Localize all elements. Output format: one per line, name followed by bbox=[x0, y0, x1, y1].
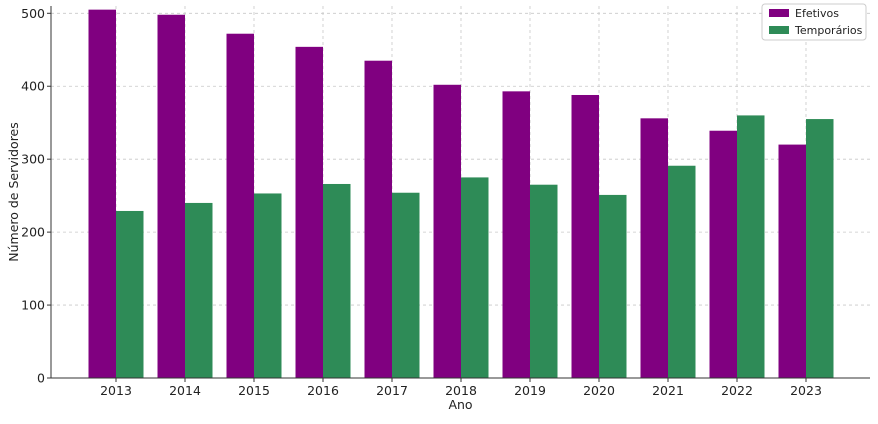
x-tick-label: 2023 bbox=[790, 383, 822, 398]
legend-swatch-temporarios bbox=[769, 26, 789, 34]
x-tick-label: 2020 bbox=[583, 383, 615, 398]
bar-efetivos-2022 bbox=[709, 130, 737, 378]
bar-efetivos-2019 bbox=[502, 91, 530, 378]
y-tick-label: 0 bbox=[37, 371, 45, 386]
legend-swatch-efetivos bbox=[769, 9, 789, 17]
bars bbox=[88, 9, 834, 379]
legend-label-efetivos: Efetivos bbox=[795, 7, 839, 20]
bar-temporarios-2013 bbox=[116, 210, 144, 378]
bar-temporarios-2022 bbox=[737, 115, 765, 378]
axes: 0 100 200 300 400 500 2013 2014 2015 2016 2017 2018… bbox=[21, 6, 870, 398]
x-tick-label: 2017 bbox=[376, 383, 408, 398]
bar-temporarios-2018 bbox=[461, 177, 489, 378]
bar-efetivos-2017 bbox=[364, 60, 392, 379]
bar-temporarios-2014 bbox=[185, 202, 213, 378]
bar-efetivos-2021 bbox=[640, 118, 668, 379]
bar-efetivos-2013 bbox=[88, 9, 116, 378]
bar-temporarios-2021 bbox=[668, 165, 696, 378]
bar-temporarios-2019 bbox=[530, 184, 558, 378]
y-axis-label: Número de Servidores bbox=[6, 122, 21, 262]
x-tick-label: 2016 bbox=[307, 383, 339, 398]
x-tick-label: 2014 bbox=[169, 383, 201, 398]
x-tick-label: 2015 bbox=[238, 383, 270, 398]
bar-temporarios-2017 bbox=[392, 192, 420, 378]
bar-efetivos-2020 bbox=[571, 94, 599, 379]
x-axis-label: Ano bbox=[448, 397, 472, 412]
bar-efetivos-2014 bbox=[157, 14, 185, 379]
bar-temporarios-2016 bbox=[323, 183, 351, 378]
y-tick-label: 300 bbox=[21, 152, 45, 167]
x-tick-label: 2019 bbox=[514, 383, 546, 398]
x-tick-label: 2018 bbox=[445, 383, 477, 398]
bar-efetivos-2016 bbox=[295, 46, 323, 379]
y-tick-label: 400 bbox=[21, 79, 45, 94]
legend-label-temporarios: Temporários bbox=[794, 24, 863, 37]
x-tick-label: 2013 bbox=[100, 383, 132, 398]
bar-efetivos-2023 bbox=[778, 144, 806, 378]
bar-temporarios-2020 bbox=[599, 194, 627, 378]
y-tick-label: 100 bbox=[21, 298, 45, 313]
y-tick-label: 200 bbox=[21, 225, 45, 240]
bar-temporarios-2023 bbox=[806, 119, 834, 378]
y-tick-label: 500 bbox=[21, 6, 45, 21]
x-tick-label: 2021 bbox=[652, 383, 684, 398]
x-tick-label: 2022 bbox=[721, 383, 753, 398]
legend: Efetivos Temporários bbox=[761, 3, 867, 41]
bar-efetivos-2018 bbox=[433, 84, 461, 378]
bar-temporarios-2015 bbox=[254, 193, 282, 378]
bar-efetivos-2015 bbox=[226, 33, 254, 378]
